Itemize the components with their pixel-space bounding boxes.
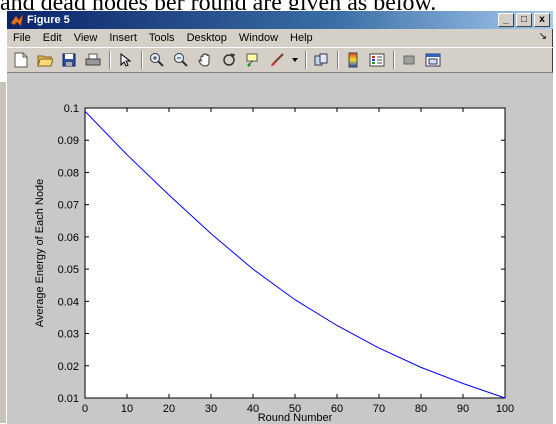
menu-insert[interactable]: Insert <box>109 32 137 44</box>
colorbar-icon[interactable] <box>343 50 363 70</box>
y-axis-label: Average Energy of Each Node <box>34 179 46 327</box>
x-tick-label: 30 <box>205 403 217 415</box>
series-line <box>84 110 506 399</box>
brush-icon[interactable] <box>267 50 287 70</box>
y-tick-label: 0.09 <box>58 135 79 147</box>
show-plot-tools-icon[interactable] <box>423 50 443 70</box>
title-bar[interactable]: Figure 5 _ □ x <box>7 11 553 29</box>
menu-bar: File Edit View Insert Tools Desktop Wind… <box>7 29 553 47</box>
x-tick-label: 10 <box>121 403 133 415</box>
pan-icon[interactable] <box>195 50 215 70</box>
x-tick-label: 100 <box>496 403 514 415</box>
toolbar-separator <box>109 51 111 69</box>
y-tick-label: 0.05 <box>58 264 79 276</box>
x-tick-label: 60 <box>331 403 343 415</box>
toolbar <box>7 47 553 73</box>
new-figure-icon[interactable] <box>11 50 31 70</box>
plot-svg: 0 10 20 30 40 50 60 70 80 90 100 0.01 0.02 0.03 0.04 0.… <box>34 103 514 424</box>
legend-icon[interactable] <box>367 50 387 70</box>
x-tick-label: 50 <box>289 403 301 415</box>
axes-box[interactable] <box>84 107 506 399</box>
zoom-out-icon[interactable] <box>171 50 191 70</box>
close-button[interactable]: x <box>534 13 550 27</box>
save-icon[interactable] <box>59 50 79 70</box>
minimize-button[interactable]: _ <box>498 13 514 27</box>
toolbar-separator <box>337 51 339 69</box>
open-file-icon[interactable] <box>35 50 55 70</box>
zoom-in-icon[interactable] <box>147 50 167 70</box>
y-tick-label: 0.08 <box>58 167 79 179</box>
y-tick-label: 0.02 <box>58 361 79 373</box>
x-tick-label: 70 <box>373 403 385 415</box>
x-axis-label: Round Number <box>258 412 333 424</box>
link-plot-icon[interactable] <box>311 50 331 70</box>
menu-file[interactable]: File <box>13 32 31 44</box>
toolbar-separator <box>141 51 143 69</box>
x-tick-label: 20 <box>163 403 175 415</box>
x-tick-label: 90 <box>457 403 469 415</box>
menu-view[interactable]: View <box>73 32 98 44</box>
y-tick-label: 0.07 <box>58 200 79 212</box>
x-tick-label: 80 <box>415 403 427 415</box>
matlab-logo-icon <box>10 13 24 27</box>
menu-tools[interactable]: Tools <box>148 32 175 44</box>
y-tick-label: 0.01 <box>58 393 79 405</box>
x-tick-label: 0 <box>82 403 88 415</box>
menu-help[interactable]: Help <box>290 32 313 44</box>
edit-plot-icon[interactable] <box>115 50 135 70</box>
print-icon[interactable] <box>83 50 103 70</box>
maximize-button[interactable]: □ <box>516 13 532 27</box>
toolbar-separator <box>393 51 395 69</box>
left-panel-edge <box>0 82 6 423</box>
data-cursor-icon[interactable] <box>243 50 263 70</box>
hide-plot-tools-icon[interactable] <box>399 50 419 70</box>
y-tick-label: 0.03 <box>58 329 79 341</box>
x-tick-label: 40 <box>247 403 259 415</box>
menu-window[interactable]: Window <box>238 32 279 44</box>
window-title: Figure 5 <box>27 14 70 26</box>
y-tick-label: 0.1 <box>64 103 79 115</box>
brush-dropdown-icon[interactable] <box>291 50 299 70</box>
menu-edit[interactable]: Edit <box>42 32 62 44</box>
figure-window: Figure 5 _ □ x File Edit View Insert Too… <box>6 10 553 424</box>
y-tick-label: 0.06 <box>58 232 79 244</box>
toolbar-separator <box>305 51 307 69</box>
menu-desktop[interactable]: Desktop <box>186 32 227 44</box>
y-tick-label: 0.04 <box>58 296 79 308</box>
figure-canvas[interactable]: 0 10 20 30 40 50 60 70 80 90 100 0.01 0.02 0.03 0.04 0.… <box>7 73 553 424</box>
rotate-3d-icon[interactable] <box>219 50 239 70</box>
dock-arrow-icon[interactable]: ↘ <box>538 31 547 42</box>
